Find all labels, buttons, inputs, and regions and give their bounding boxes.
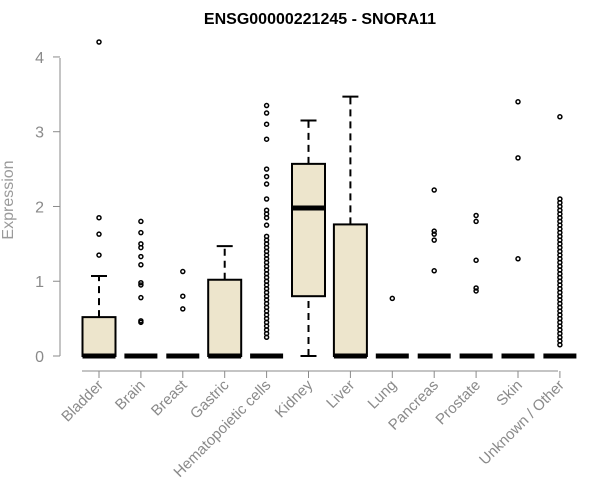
outlier-point xyxy=(96,214,102,221)
outlier-point xyxy=(431,231,437,237)
y-tick-label: 3 xyxy=(35,125,44,142)
outlier-point xyxy=(263,166,270,172)
x-tick-label: Brain xyxy=(112,377,149,414)
box-iqr xyxy=(332,223,368,357)
box-group xyxy=(207,245,243,359)
outlier-point xyxy=(263,196,270,202)
outlier-point xyxy=(138,229,144,236)
y-tick-label: 0 xyxy=(35,349,44,366)
outlier-point xyxy=(138,294,144,301)
outlier-point xyxy=(263,181,270,187)
x-tick-label: Kidney xyxy=(272,376,317,421)
y-tick-label: 4 xyxy=(35,50,44,67)
outlier-point xyxy=(557,114,563,120)
outlier-point xyxy=(138,318,144,324)
outlier-point xyxy=(515,155,521,161)
outlier-point xyxy=(138,282,144,288)
box-group xyxy=(501,99,535,359)
outlier-point xyxy=(473,218,479,225)
box-group xyxy=(124,218,158,359)
outlier-point xyxy=(180,293,186,299)
outlier-point xyxy=(515,256,521,262)
box-group xyxy=(332,95,368,359)
outlier-point xyxy=(473,257,479,264)
outlier-point xyxy=(96,231,102,237)
outlier-point xyxy=(263,121,270,127)
y-ticks: 0 1 2 3 4 xyxy=(35,50,60,366)
outlier-point xyxy=(515,99,521,105)
outlier-point xyxy=(263,233,270,240)
outlier-point xyxy=(473,285,479,291)
outlier-point xyxy=(96,252,102,258)
outlier-point xyxy=(138,241,144,247)
x-tick-label: Breast xyxy=(148,376,191,419)
box-group xyxy=(291,119,326,357)
outlier-point xyxy=(138,279,144,286)
outlier-point xyxy=(557,196,563,202)
outlier-point xyxy=(263,110,270,116)
outlier-point xyxy=(263,102,270,109)
boxes xyxy=(81,39,577,359)
outlier-point xyxy=(263,173,270,180)
outlier-point xyxy=(473,212,479,219)
outlier-point xyxy=(389,295,396,302)
chart-title: ENSG00000221245 - SNORA11 xyxy=(204,11,436,28)
box-group xyxy=(250,102,284,359)
x-tick-label: Bladder xyxy=(58,377,107,426)
box-group xyxy=(459,212,493,359)
outlier-point xyxy=(431,228,437,234)
outlier-point xyxy=(431,187,437,193)
outlier-point xyxy=(263,136,270,142)
outlier-point xyxy=(263,207,270,213)
box-group xyxy=(375,295,409,359)
outlier-point xyxy=(431,268,437,274)
box-iqr xyxy=(207,278,243,357)
outlier-point xyxy=(138,218,144,225)
outlier-point xyxy=(263,222,270,228)
box-iqr xyxy=(81,316,117,357)
box-iqr xyxy=(291,162,326,298)
outlier-point xyxy=(431,237,437,243)
x-tick-label: Liver xyxy=(323,377,358,412)
outlier-point xyxy=(180,268,186,275)
outlier-point xyxy=(473,288,479,294)
y-tick-label: 2 xyxy=(35,199,44,216)
box-group xyxy=(417,187,451,359)
x-tick-label: Lung xyxy=(365,377,401,413)
outlier-point xyxy=(138,253,144,260)
y-axis-label: Expression xyxy=(0,160,17,239)
y-tick-label: 1 xyxy=(35,274,44,291)
outlier-point xyxy=(138,262,144,268)
x-tick-label: Skin xyxy=(493,377,526,410)
box-group xyxy=(81,39,117,359)
box-group xyxy=(166,268,200,359)
x-tick-label: Prostate xyxy=(432,377,484,429)
box-group xyxy=(543,114,577,359)
outlier-point xyxy=(180,306,186,312)
outlier-point xyxy=(96,39,102,45)
